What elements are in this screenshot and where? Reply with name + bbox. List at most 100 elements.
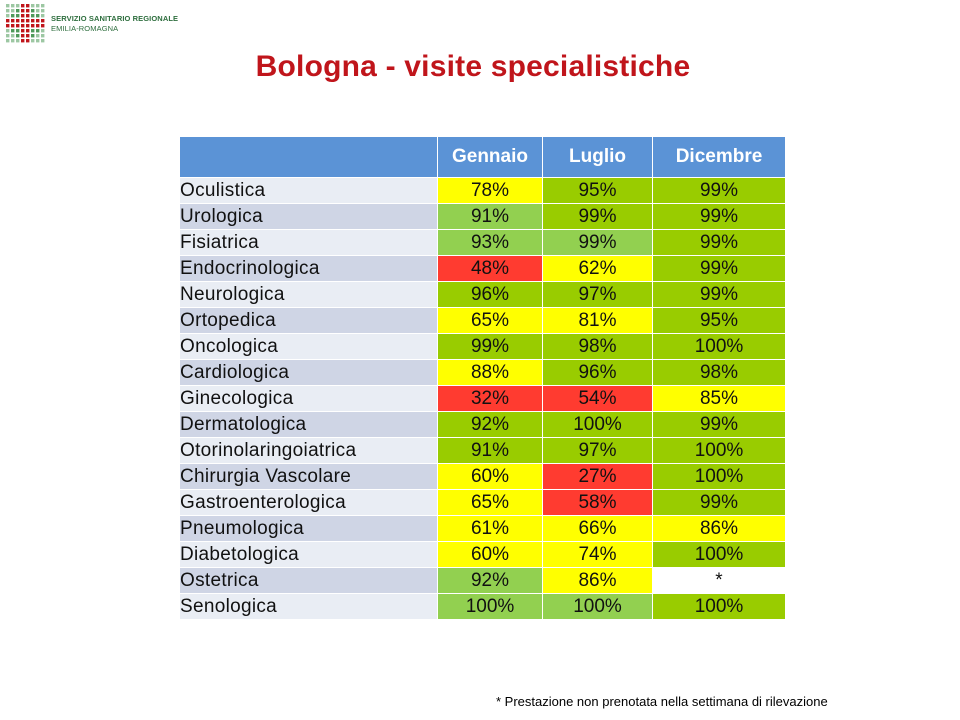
value-cell-dicembre: 100%: [652, 463, 786, 490]
logo-square: [6, 9, 10, 13]
row-label: Pneumologica: [179, 515, 438, 542]
logo-grid-icon: [6, 4, 45, 43]
table-row: Ginecologica 32% 54% 85%: [179, 385, 786, 412]
value-cell-dicembre: 98%: [652, 359, 786, 386]
value-cell-dicembre: 99%: [652, 229, 786, 256]
value-cell-gennaio: 48%: [437, 255, 543, 282]
row-label: Oncologica: [179, 333, 438, 360]
value-cell-dicembre: 99%: [652, 177, 786, 204]
logo-square: [31, 24, 35, 28]
value-cell-dicembre: *: [652, 567, 786, 594]
logo-text: SERVIZIO SANITARIO REGIONALE EMILIA-ROMA…: [51, 14, 178, 34]
value-cell-dicembre: 99%: [652, 255, 786, 282]
logo-square: [11, 19, 15, 23]
value-cell-luglio: 66%: [542, 515, 653, 542]
value-cell-luglio: 99%: [542, 229, 653, 256]
value-cell-dicembre: 86%: [652, 515, 786, 542]
value-cell-dicembre: 99%: [652, 489, 786, 516]
table-row: Senologica 100% 100% 100%: [179, 593, 786, 620]
value-cell-gennaio: 91%: [437, 203, 543, 230]
value-cell-luglio: 95%: [542, 177, 653, 204]
row-label: Dermatologica: [179, 411, 438, 438]
logo-square: [26, 4, 30, 8]
value-cell-dicembre: 85%: [652, 385, 786, 412]
table-row: Cardiologica 88% 96% 98%: [179, 359, 786, 386]
table-row: Oculistica 78% 95% 99%: [179, 177, 786, 204]
logo-square: [41, 34, 45, 38]
value-cell-gennaio: 88%: [437, 359, 543, 386]
logo-square: [36, 29, 40, 33]
row-label: Gastroenterologica: [179, 489, 438, 516]
value-cell-gennaio: 65%: [437, 489, 543, 516]
row-label: Ginecologica: [179, 385, 438, 412]
row-label: Ortopedica: [179, 307, 438, 334]
value-cell-gennaio: 92%: [437, 411, 543, 438]
table-row: Chirurgia Vascolare 60% 27% 100%: [179, 463, 786, 490]
logo-square: [21, 39, 25, 43]
header-dicembre: Dicembre: [652, 136, 786, 178]
header-gennaio: Gennaio: [437, 136, 543, 178]
value-cell-gennaio: 61%: [437, 515, 543, 542]
logo-square: [6, 39, 10, 43]
table-row: Oncologica 99% 98% 100%: [179, 333, 786, 360]
value-cell-gennaio: 92%: [437, 567, 543, 594]
row-label: Fisiatrica: [179, 229, 438, 256]
table-row: Fisiatrica 93% 99% 99%: [179, 229, 786, 256]
logo-square: [21, 4, 25, 8]
logo-square: [31, 39, 35, 43]
logo-square: [31, 14, 35, 18]
logo-square: [36, 24, 40, 28]
logo-square: [21, 34, 25, 38]
table-row: Ortopedica 65% 81% 95%: [179, 307, 786, 334]
row-label: Urologica: [179, 203, 438, 230]
value-cell-gennaio: 65%: [437, 307, 543, 334]
logo-square: [36, 9, 40, 13]
value-cell-dicembre: 100%: [652, 541, 786, 568]
logo-square: [16, 4, 20, 8]
value-cell-luglio: 27%: [542, 463, 653, 490]
table-row: Dermatologica 92% 100% 99%: [179, 411, 786, 438]
value-cell-luglio: 100%: [542, 411, 653, 438]
logo-square: [6, 34, 10, 38]
logo-square: [11, 34, 15, 38]
value-cell-luglio: 97%: [542, 281, 653, 308]
logo-square: [21, 24, 25, 28]
logo-square: [11, 14, 15, 18]
logo-square: [16, 9, 20, 13]
logo-square: [16, 19, 20, 23]
logo-square: [41, 14, 45, 18]
row-label: Ostetrica: [179, 567, 438, 594]
value-cell-dicembre: 99%: [652, 411, 786, 438]
value-cell-gennaio: 93%: [437, 229, 543, 256]
table-row: Urologica 91% 99% 99%: [179, 203, 786, 230]
logo-square: [21, 9, 25, 13]
value-cell-dicembre: 100%: [652, 593, 786, 620]
value-cell-gennaio: 60%: [437, 541, 543, 568]
logo-square: [26, 29, 30, 33]
logo-square: [21, 14, 25, 18]
row-label: Oculistica: [179, 177, 438, 204]
value-cell-dicembre: 99%: [652, 281, 786, 308]
logo-square: [36, 19, 40, 23]
value-cell-luglio: 81%: [542, 307, 653, 334]
logo-square: [26, 24, 30, 28]
value-cell-gennaio: 32%: [437, 385, 543, 412]
value-cell-gennaio: 78%: [437, 177, 543, 204]
value-cell-luglio: 74%: [542, 541, 653, 568]
value-cell-luglio: 99%: [542, 203, 653, 230]
value-cell-luglio: 100%: [542, 593, 653, 620]
logo-square: [21, 19, 25, 23]
row-label: Senologica: [179, 593, 438, 620]
logo-square: [11, 9, 15, 13]
logo-square: [16, 39, 20, 43]
logo-square: [31, 4, 35, 8]
logo-square: [36, 4, 40, 8]
row-label: Endocrinologica: [179, 255, 438, 282]
table-header-row: Gennaio Luglio Dicembre: [179, 136, 786, 178]
logo-square: [11, 39, 15, 43]
value-cell-dicembre: 100%: [652, 437, 786, 464]
row-label: Neurologica: [179, 281, 438, 308]
row-label: Otorinolaringoiatrica: [179, 437, 438, 464]
logo-square: [41, 4, 45, 8]
logo-square: [41, 29, 45, 33]
